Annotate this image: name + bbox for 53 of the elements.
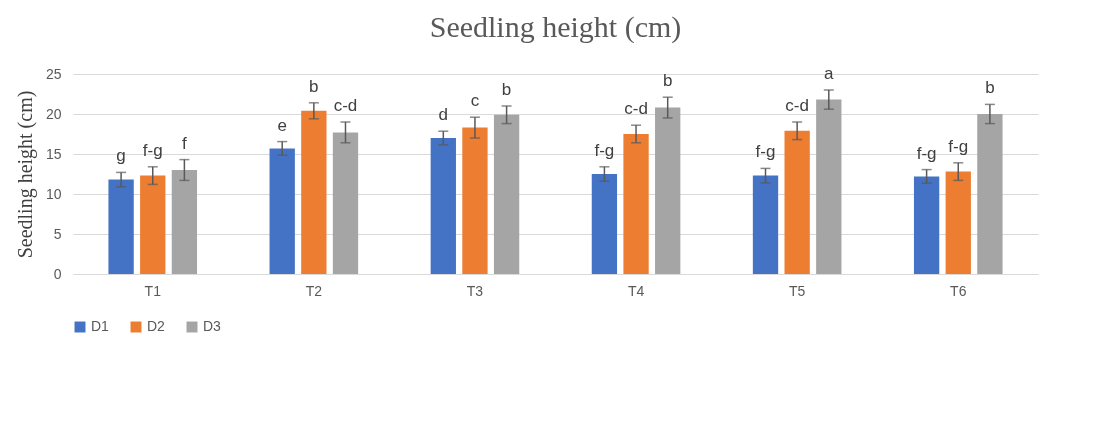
bar <box>430 138 456 274</box>
y-tick-label: 0 <box>53 265 62 282</box>
bar <box>140 175 166 274</box>
data-label: a <box>824 64 835 83</box>
y-tick-label: 10 <box>45 185 62 202</box>
data-label: f-g <box>755 142 776 162</box>
y-tick-label: 15 <box>45 145 62 162</box>
data-label: c-d <box>785 96 809 115</box>
x-tick-label: T6 <box>950 282 967 299</box>
x-tick-label: T2 <box>305 282 323 299</box>
bar <box>655 107 681 274</box>
chart-title: Seedling height (cm) <box>429 10 682 44</box>
data-label: f-g <box>916 143 937 163</box>
data-label: b <box>662 71 673 91</box>
x-tick-label: T5 <box>788 282 806 299</box>
y-tick-label: 5 <box>53 225 62 242</box>
bar <box>945 171 971 274</box>
bar <box>269 148 295 274</box>
data-label: b <box>985 78 995 98</box>
data-label: c <box>470 91 480 111</box>
y-tick-label: 20 <box>45 105 62 122</box>
y-tick-label: 25 <box>45 65 62 82</box>
bar <box>913 176 940 274</box>
bar <box>171 170 198 274</box>
bar <box>623 134 649 274</box>
data-label: c-d <box>624 99 648 119</box>
legend-label: D1 <box>91 318 110 334</box>
bar <box>108 179 134 274</box>
legend-label: D3 <box>203 318 222 334</box>
bar <box>301 110 327 274</box>
y-axis-title: Seedling height (cm) <box>13 90 37 259</box>
bar <box>591 174 618 274</box>
data-label: f-g <box>594 140 615 160</box>
data-label: f-g <box>948 136 969 156</box>
data-label: g <box>116 146 126 166</box>
x-tick-label: T1 <box>144 282 162 299</box>
bar <box>977 114 1003 274</box>
data-label: d <box>438 105 449 125</box>
data-label: f <box>182 133 188 153</box>
data-label: f-g <box>142 140 163 160</box>
bar <box>332 132 359 274</box>
bar <box>752 175 779 274</box>
bar <box>816 99 842 274</box>
legend-label: D2 <box>147 318 166 334</box>
bar <box>784 130 810 274</box>
data-label: c-d <box>333 96 358 115</box>
bar <box>493 114 520 274</box>
data-label: b <box>309 76 319 96</box>
bar <box>462 127 488 274</box>
x-tick-label: T3 <box>466 282 484 299</box>
data-label: e <box>277 115 287 135</box>
x-tick-label: T4 <box>627 282 645 299</box>
data-label: b <box>501 80 512 99</box>
